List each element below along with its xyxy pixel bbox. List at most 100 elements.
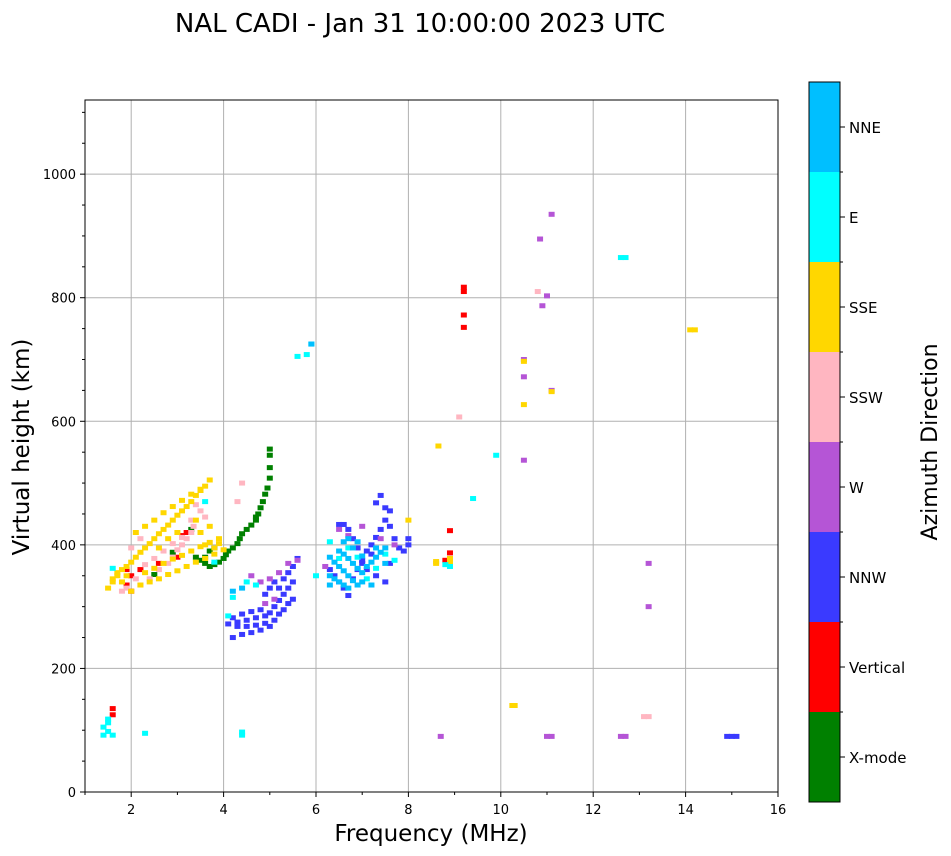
data-point <box>142 570 149 576</box>
data-point <box>322 563 329 569</box>
data-point <box>257 607 264 613</box>
x-tick-label: 10 <box>493 803 510 818</box>
data-point <box>225 548 232 554</box>
data-point <box>262 620 269 626</box>
data-point <box>222 552 229 558</box>
colorbar-tick-label: NNE <box>849 119 881 137</box>
data-point <box>645 560 652 566</box>
x-tick-label: 8 <box>404 803 412 818</box>
data-point <box>234 499 241 505</box>
data-point <box>128 573 135 579</box>
data-point <box>118 579 125 585</box>
data-point <box>248 573 255 579</box>
y-axis-label: Virtual height (km) <box>9 339 35 556</box>
data-point <box>548 389 555 395</box>
data-point <box>236 536 243 542</box>
data-point <box>373 534 380 540</box>
data-points <box>100 211 740 739</box>
data-point <box>252 514 259 520</box>
data-point <box>165 560 172 566</box>
data-point <box>239 480 246 486</box>
data-point <box>470 496 477 502</box>
data-point <box>239 631 246 637</box>
data-point <box>617 255 624 261</box>
data-point <box>169 556 176 562</box>
data-point <box>326 567 333 573</box>
colorbar-segment <box>809 532 840 622</box>
data-point <box>155 545 162 551</box>
colorbar-segment <box>809 712 840 802</box>
data-point <box>435 443 442 449</box>
data-point <box>197 544 204 550</box>
chart-title: NAL CADI - Jan 31 10:00:00 2023 UTC <box>175 9 665 39</box>
colorbar-tick-label: W <box>849 479 864 497</box>
data-point <box>211 559 218 565</box>
data-point <box>123 582 130 588</box>
data-point <box>354 539 361 545</box>
data-point <box>243 526 250 532</box>
data-point <box>100 732 107 738</box>
data-point <box>289 563 296 569</box>
data-point <box>349 560 356 566</box>
data-point <box>151 536 158 542</box>
data-point <box>326 582 333 588</box>
data-point <box>169 541 176 547</box>
data-point <box>188 530 195 535</box>
data-point <box>262 491 269 497</box>
data-point <box>128 545 135 551</box>
data-point <box>243 623 250 629</box>
data-point <box>165 536 172 542</box>
data-point <box>377 526 384 532</box>
y-tick-label: 1000 <box>43 168 76 183</box>
data-point <box>326 554 333 560</box>
colorbar: X-mode Vertical NNW W SSW SSE E NNE <box>808 81 906 803</box>
y-tick-label: 400 <box>51 539 76 554</box>
data-point <box>248 522 255 528</box>
data-point <box>359 523 366 529</box>
data-point <box>382 579 389 585</box>
data-point <box>331 576 338 582</box>
data-point <box>373 545 380 551</box>
data-point <box>243 579 250 585</box>
data-point <box>206 477 213 483</box>
data-point <box>345 533 352 539</box>
data-point <box>345 536 352 542</box>
data-point <box>544 733 550 739</box>
data-point <box>160 526 167 532</box>
data-point <box>382 517 389 523</box>
data-point <box>289 596 296 602</box>
data-point <box>118 588 125 594</box>
data-point <box>239 585 246 591</box>
data-point <box>239 732 246 738</box>
data-point <box>363 567 370 573</box>
data-point <box>215 541 222 547</box>
x-tick-label: 12 <box>585 803 602 818</box>
data-point <box>105 728 112 734</box>
data-point <box>359 557 366 563</box>
colorbar-label: Azimuth Direction <box>918 343 943 540</box>
data-point <box>234 619 241 625</box>
data-point <box>377 549 384 555</box>
data-point <box>229 594 236 600</box>
plot-frame <box>84 99 779 793</box>
data-point <box>137 582 144 588</box>
data-point <box>137 567 144 573</box>
data-point <box>280 591 287 597</box>
data-point <box>225 613 232 619</box>
data-point <box>368 542 375 548</box>
data-point <box>271 579 278 585</box>
data-point <box>137 536 144 542</box>
data-point <box>405 517 412 523</box>
data-point <box>220 555 227 561</box>
data-point <box>211 551 218 557</box>
data-point <box>345 545 352 551</box>
data-point <box>359 560 366 566</box>
data-point <box>326 539 333 545</box>
data-point <box>271 604 278 610</box>
data-point <box>206 523 213 529</box>
x-tick-label: 16 <box>770 803 787 818</box>
data-point <box>243 617 250 623</box>
data-point <box>155 531 162 537</box>
data-point <box>105 585 112 591</box>
data-point <box>128 588 135 594</box>
